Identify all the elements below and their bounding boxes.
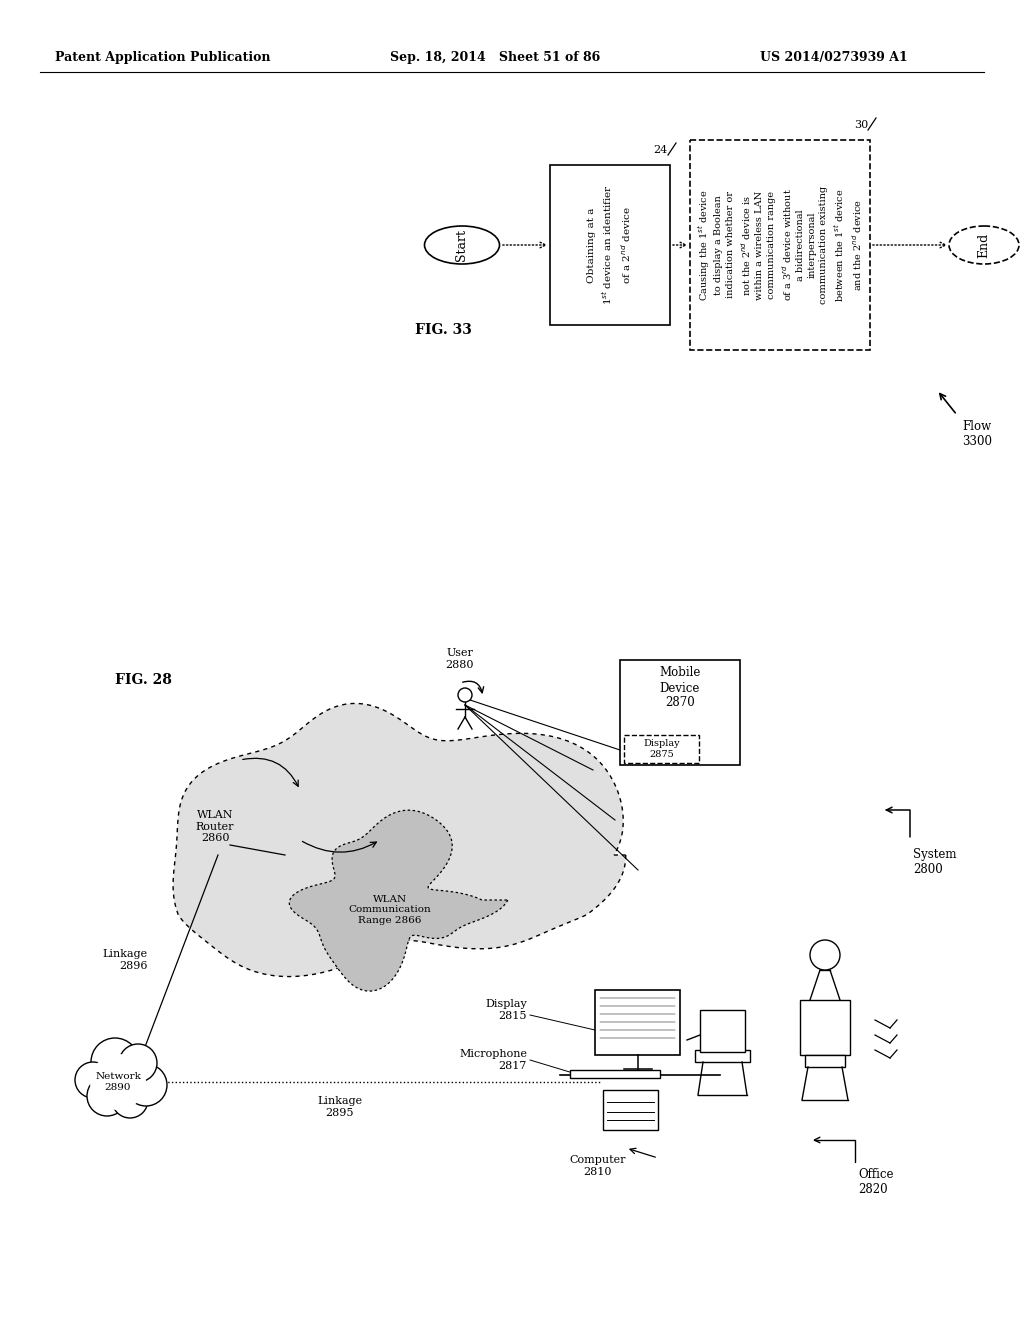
Text: Causing the 1$^{st}$ device
to display a Boolean
indication whether or
not the 2: Causing the 1$^{st}$ device to display a… <box>696 186 864 304</box>
Bar <box>800 1001 850 1055</box>
Text: Display
2875: Display 2875 <box>643 739 680 759</box>
Circle shape <box>87 1076 127 1115</box>
Text: User
2880: User 2880 <box>445 648 474 671</box>
Circle shape <box>125 1064 167 1106</box>
Circle shape <box>119 1044 157 1082</box>
Circle shape <box>83 1047 153 1117</box>
Bar <box>620 660 740 766</box>
Polygon shape <box>173 704 626 977</box>
Bar <box>700 1010 745 1052</box>
Bar <box>603 1090 658 1130</box>
Circle shape <box>75 1063 111 1098</box>
Circle shape <box>458 688 472 702</box>
Text: Sep. 18, 2014   Sheet 51 of 86: Sep. 18, 2014 Sheet 51 of 86 <box>390 51 600 65</box>
Circle shape <box>112 1082 148 1118</box>
Bar <box>695 1049 750 1063</box>
Text: Computer
2810: Computer 2810 <box>569 1155 627 1176</box>
Text: Network
2890: Network 2890 <box>95 1072 141 1092</box>
Circle shape <box>91 1038 139 1086</box>
Bar <box>805 1055 845 1067</box>
Bar <box>624 735 699 763</box>
Text: Linkage
2896: Linkage 2896 <box>102 949 148 970</box>
Text: 30: 30 <box>854 120 868 129</box>
Text: FIG. 28: FIG. 28 <box>115 673 172 686</box>
Text: Patent Application Publication: Patent Application Publication <box>55 51 270 65</box>
Text: End: End <box>978 232 990 257</box>
Text: Linkage
2895: Linkage 2895 <box>317 1096 362 1118</box>
Bar <box>570 1071 660 1078</box>
Text: Start: Start <box>456 228 469 261</box>
Bar <box>595 990 680 1055</box>
Text: Obtaining at a
1$^{st}$ device an identifier
of a 2$^{nd}$ device: Obtaining at a 1$^{st}$ device an identi… <box>587 185 633 305</box>
Text: Display
2815: Display 2815 <box>485 999 527 1020</box>
Ellipse shape <box>425 226 500 264</box>
Text: Mobile
Device
2870: Mobile Device 2870 <box>659 667 700 710</box>
Text: WLAN
Router
2860: WLAN Router 2860 <box>196 810 234 843</box>
Circle shape <box>810 940 840 970</box>
Text: US 2014/0273939 A1: US 2014/0273939 A1 <box>760 51 907 65</box>
Text: WLAN
Communication
Range 2866: WLAN Communication Range 2866 <box>348 895 431 925</box>
Bar <box>690 140 870 350</box>
Ellipse shape <box>949 226 1019 264</box>
Circle shape <box>90 1053 146 1110</box>
Text: System
2800: System 2800 <box>913 847 956 876</box>
Text: 24: 24 <box>653 145 668 154</box>
Polygon shape <box>290 810 508 991</box>
Text: Flow
3300: Flow 3300 <box>962 420 992 447</box>
Text: Office
2820: Office 2820 <box>858 1168 894 1196</box>
Bar <box>550 165 670 325</box>
Text: FIG. 33: FIG. 33 <box>415 323 472 337</box>
Text: Microphone
2817: Microphone 2817 <box>459 1049 527 1071</box>
